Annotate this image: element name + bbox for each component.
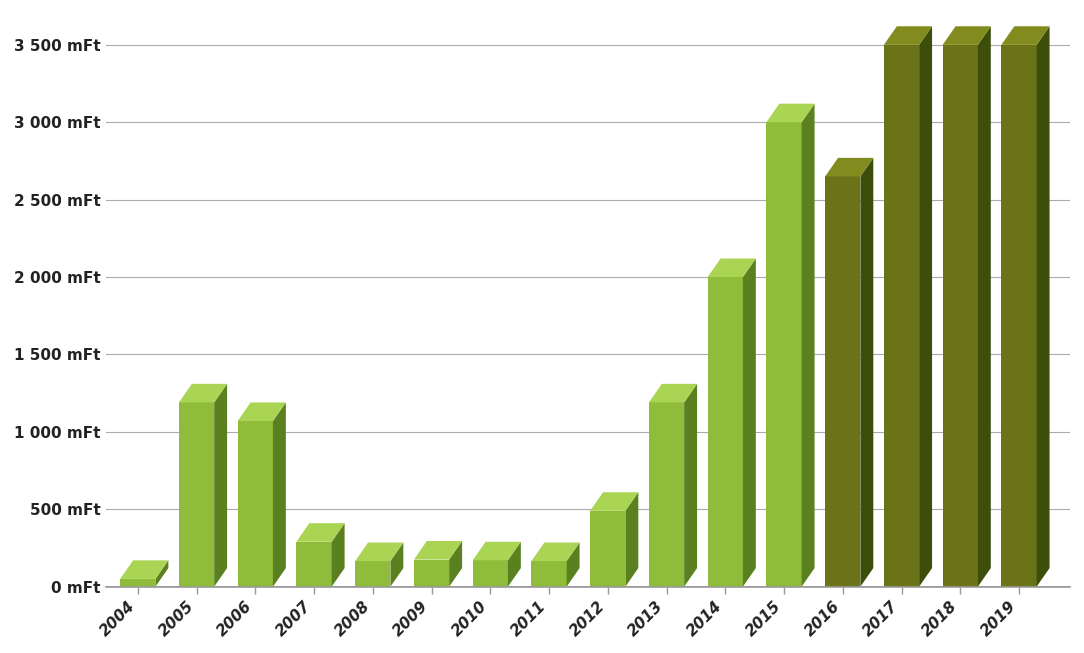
Polygon shape bbox=[625, 492, 638, 586]
Polygon shape bbox=[273, 402, 286, 586]
Polygon shape bbox=[708, 277, 743, 586]
Polygon shape bbox=[766, 104, 814, 122]
Polygon shape bbox=[802, 104, 814, 586]
Polygon shape bbox=[179, 402, 215, 586]
Polygon shape bbox=[390, 543, 403, 586]
Polygon shape bbox=[708, 259, 756, 277]
Polygon shape bbox=[919, 26, 932, 586]
Polygon shape bbox=[237, 421, 273, 586]
Polygon shape bbox=[861, 158, 874, 586]
Polygon shape bbox=[296, 542, 332, 586]
Polygon shape bbox=[649, 402, 684, 586]
Polygon shape bbox=[531, 543, 580, 561]
Polygon shape bbox=[978, 26, 991, 586]
Polygon shape bbox=[356, 561, 390, 586]
Polygon shape bbox=[508, 542, 520, 586]
Polygon shape bbox=[883, 45, 919, 586]
Polygon shape bbox=[120, 579, 155, 586]
Polygon shape bbox=[825, 158, 874, 176]
Polygon shape bbox=[215, 384, 228, 586]
Polygon shape bbox=[179, 384, 228, 402]
Polygon shape bbox=[473, 560, 508, 586]
Polygon shape bbox=[649, 384, 697, 402]
Polygon shape bbox=[567, 543, 580, 586]
Polygon shape bbox=[155, 560, 168, 586]
Polygon shape bbox=[1002, 45, 1036, 586]
Polygon shape bbox=[120, 560, 168, 579]
Polygon shape bbox=[414, 541, 462, 560]
Polygon shape bbox=[883, 26, 932, 45]
Polygon shape bbox=[473, 542, 520, 560]
Polygon shape bbox=[590, 492, 638, 511]
Polygon shape bbox=[332, 523, 345, 586]
Polygon shape bbox=[825, 176, 861, 586]
Polygon shape bbox=[743, 259, 756, 586]
Polygon shape bbox=[590, 511, 625, 586]
Polygon shape bbox=[237, 402, 286, 421]
Polygon shape bbox=[531, 561, 567, 586]
Polygon shape bbox=[684, 384, 697, 586]
Polygon shape bbox=[766, 122, 802, 586]
Polygon shape bbox=[1002, 26, 1049, 45]
Polygon shape bbox=[356, 543, 403, 561]
Polygon shape bbox=[414, 560, 449, 586]
Polygon shape bbox=[449, 541, 462, 586]
Polygon shape bbox=[1036, 26, 1049, 586]
Polygon shape bbox=[943, 45, 978, 586]
Polygon shape bbox=[296, 523, 345, 542]
Polygon shape bbox=[943, 26, 991, 45]
